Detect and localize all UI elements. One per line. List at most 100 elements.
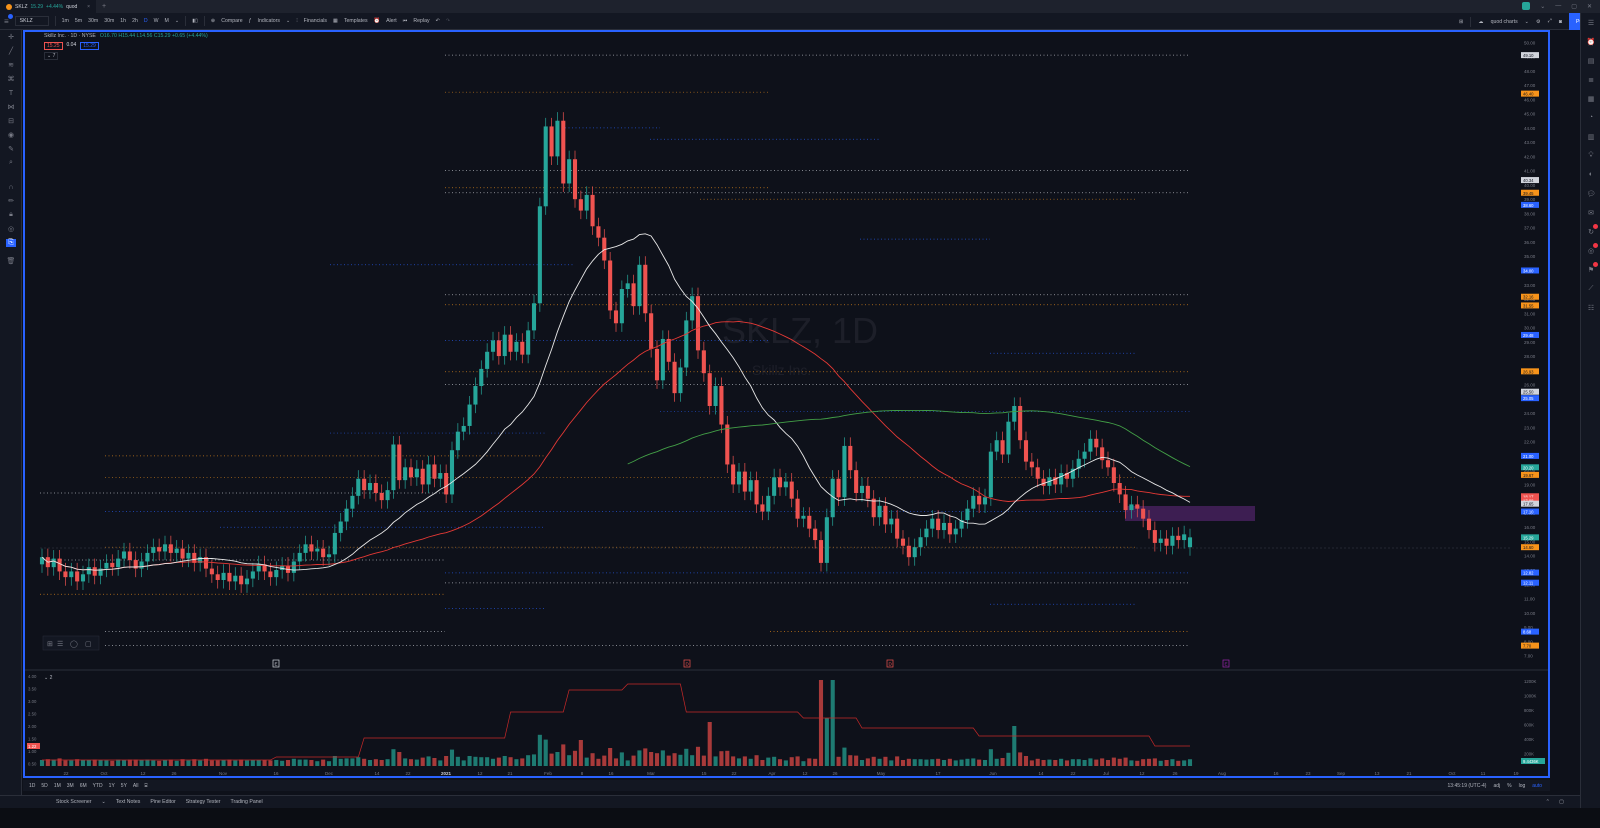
- layout-name-button[interactable]: quod charts: [1490, 18, 1518, 25]
- alerts-clock-icon[interactable]: ⏰: [1586, 38, 1596, 46]
- range-1d[interactable]: 1D: [29, 782, 36, 789]
- chat-icon[interactable]: 💬︎: [1586, 190, 1596, 198]
- financials-icon: ⫶: [296, 17, 298, 24]
- watermark-name: Skillz Inc.: [752, 362, 812, 378]
- sell-button[interactable]: 15.25: [44, 42, 63, 50]
- pattern-tool-icon[interactable]: ⌘: [7, 76, 15, 83]
- range-3m[interactable]: 3M: [66, 782, 74, 789]
- scale-percent[interactable]: %: [1507, 782, 1512, 789]
- close-window-icon[interactable]: ✕: [1586, 3, 1592, 10]
- camera-icon[interactable]: ◙: [1558, 18, 1562, 25]
- indicator-collapse-toggle[interactable]: ⌄ 7: [44, 52, 59, 60]
- tab-stock-screener[interactable]: Stock Screener: [56, 799, 92, 805]
- hide-drawings-icon[interactable]: ◎: [7, 226, 15, 233]
- range-ytd[interactable]: YTD: [92, 782, 103, 789]
- tab-strategy-tester[interactable]: Strategy Tester: [185, 799, 221, 805]
- settings-gear-icon[interactable]: ⚙: [1536, 18, 1541, 25]
- scale-auto[interactable]: auto: [1532, 782, 1542, 789]
- data-window-icon[interactable]: ▤: [1587, 57, 1595, 65]
- legend-title[interactable]: Skillz Inc. · 1D · NYSE: [44, 33, 96, 39]
- undo-icon[interactable]: ↶: [435, 18, 440, 24]
- crosshair-icon[interactable]: ✛: [8, 34, 14, 41]
- chevron-down-icon[interactable]: ⌄: [101, 799, 106, 805]
- maximize-panel-icon[interactable]: ▢: [1559, 799, 1564, 805]
- interval-2h[interactable]: 2h: [132, 18, 138, 24]
- indicators-button[interactable]: Indicators: [257, 18, 281, 24]
- time-status[interactable]: 13:45:19 (UTC-4): [1447, 782, 1487, 789]
- tab-text-notes[interactable]: Text Notes: [115, 799, 141, 805]
- ideas-icon[interactable]: ◔: [1588, 114, 1594, 121]
- fullscreen-icon[interactable]: ⤢: [1547, 18, 1552, 24]
- minimize-icon[interactable]: —: [1555, 3, 1562, 9]
- watchlist-icon[interactable]: ☰: [1587, 19, 1595, 27]
- redo-icon[interactable]: ↷: [445, 18, 451, 24]
- magnet-icon[interactable]: ∩: [8, 183, 14, 191]
- chevron-down-icon[interactable]: ⌄: [1524, 18, 1530, 25]
- compare-button[interactable]: Compare: [221, 18, 243, 24]
- interval-30m-b[interactable]: 30m: [104, 18, 115, 24]
- eye-icon[interactable]: ◉: [7, 132, 15, 139]
- range-5y[interactable]: 5Y: [120, 782, 127, 789]
- trash-icon[interactable]: 🗑︎: [6, 258, 16, 265]
- broadcast-icon[interactable]: ◎: [1581, 241, 1600, 260]
- brush-tool-icon[interactable]: ✎: [8, 146, 14, 153]
- chart-pane[interactable]: [23, 30, 1550, 778]
- interval-m[interactable]: M: [164, 18, 169, 24]
- sync-drawings-icon[interactable]: ⎘: [6, 239, 16, 247]
- layout-grid-icon[interactable]: ⊞: [1459, 18, 1464, 25]
- lightbulb-icon[interactable]: 💡︎: [1588, 151, 1594, 159]
- maximize-icon[interactable]: ▢: [1571, 3, 1577, 10]
- timeframe-bar: 1D 5D 1M 3M 6M YTD 1Y 5Y All ⌸ 13:45:19 …: [23, 780, 1550, 791]
- symbol-search-input[interactable]: SKLZ: [14, 16, 49, 26]
- range-5d[interactable]: 5D: [41, 782, 48, 789]
- range-all[interactable]: All: [132, 782, 139, 789]
- interval-1m[interactable]: 1m: [61, 18, 69, 24]
- interval-d[interactable]: D: [143, 18, 148, 24]
- calendar-icon[interactable]: ▦: [1587, 95, 1595, 103]
- scale-adj[interactable]: adj: [1493, 782, 1501, 789]
- financials-button[interactable]: Financials: [303, 18, 328, 24]
- interval-5m[interactable]: 5m: [74, 18, 83, 24]
- close-tab-icon[interactable]: ×: [87, 3, 90, 10]
- candles-icon[interactable]: ▮▯: [192, 18, 198, 24]
- fib-tool-icon[interactable]: ≋: [8, 62, 14, 69]
- tab-pine-editor[interactable]: Pine Editor: [150, 799, 176, 805]
- notes-icon[interactable]: ▥: [1587, 133, 1595, 141]
- zoom-icon[interactable]: ⌕: [9, 159, 13, 166]
- chart-tool-icon[interactable]: ⟋: [1588, 284, 1594, 292]
- text-tool-icon[interactable]: T: [8, 89, 14, 97]
- templates-button[interactable]: Templates: [343, 18, 368, 24]
- window-bottom-strip: [0, 808, 1600, 828]
- hotlist-icon[interactable]: ≣: [1588, 76, 1594, 84]
- collapse-panel-icon[interactable]: ⌃: [1545, 799, 1550, 805]
- streams-icon[interactable]: ◐: [1588, 171, 1594, 178]
- measure-tool-icon[interactable]: ⊟: [8, 118, 14, 125]
- stay-drawing-icon[interactable]: ✏: [8, 198, 14, 205]
- lock-icon[interactable]: 🔒︎: [9, 211, 13, 218]
- signal-icon[interactable]: ⚑: [1581, 260, 1600, 279]
- buy-button[interactable]: 15.29: [80, 42, 99, 50]
- alert-button[interactable]: Alert: [386, 18, 397, 24]
- menu-icon[interactable]: ≡: [4, 13, 13, 26]
- goto-date-icon[interactable]: ⌸: [144, 782, 148, 789]
- chart-tab[interactable]: SKLZ 15.29 +4.44% quod ×: [0, 0, 96, 13]
- order-panel-icon[interactable]: ☷: [1587, 304, 1595, 312]
- chevron-down-icon[interactable]: ⌄: [286, 18, 291, 24]
- interval-1h[interactable]: 1h: [120, 18, 127, 24]
- notifications-icon[interactable]: ↻: [1581, 222, 1600, 241]
- interval-30m-a[interactable]: 30m: [88, 18, 99, 24]
- replay-button[interactable]: Replay: [413, 18, 430, 24]
- range-6m[interactable]: 6M: [79, 782, 87, 789]
- account-icon[interactable]: [1522, 2, 1531, 10]
- trendline-icon[interactable]: ╱: [8, 48, 14, 55]
- chevron-down-icon[interactable]: ⌄: [1540, 3, 1546, 10]
- range-1y[interactable]: 1Y: [108, 782, 115, 789]
- path-tool-icon[interactable]: ⋈: [7, 104, 15, 111]
- chevron-down-icon[interactable]: ⌄: [174, 18, 180, 24]
- add-tab-icon[interactable]: +: [102, 3, 107, 10]
- range-1m[interactable]: 1M: [53, 782, 61, 789]
- interval-w[interactable]: W: [153, 18, 159, 24]
- tab-trading-panel[interactable]: Trading Panel: [230, 799, 263, 805]
- messages-icon[interactable]: ✉: [1588, 209, 1594, 217]
- scale-log[interactable]: log: [1518, 782, 1526, 789]
